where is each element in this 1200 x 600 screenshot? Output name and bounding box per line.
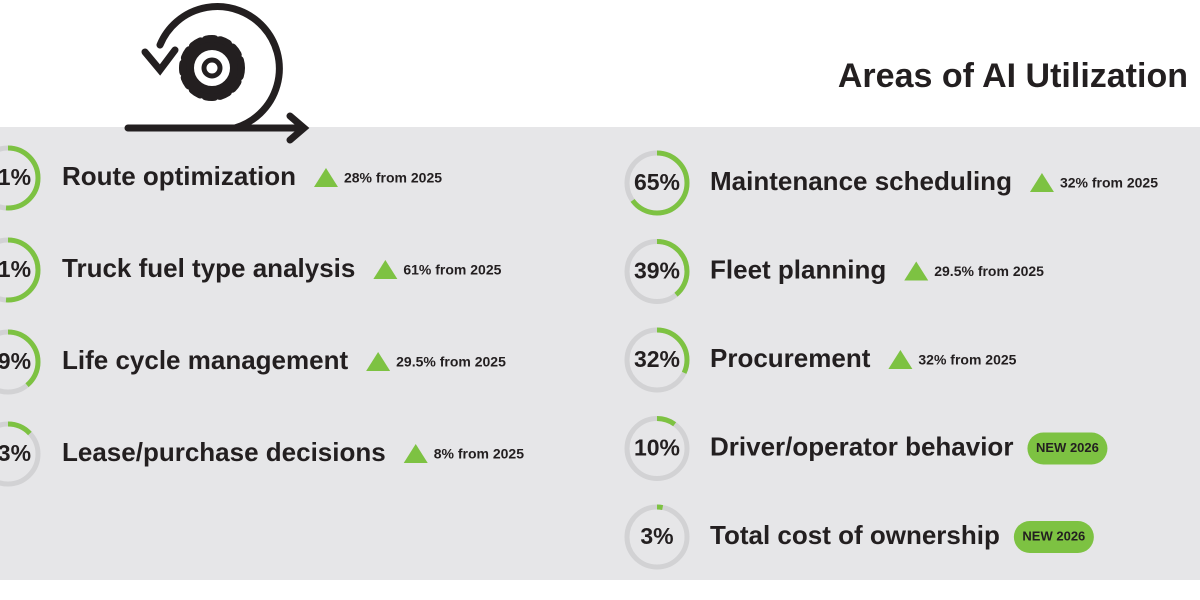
change: 28% from 2025 [344, 170, 442, 186]
badge: NEW 2026 [1022, 528, 1085, 543]
up-triangle [904, 261, 929, 281]
change: 32% from 2025 [918, 352, 1016, 368]
badge-bg [1013, 521, 1094, 553]
badge: NEW 2026 [1036, 440, 1099, 455]
ring-value [0, 421, 41, 487]
ring-value [624, 150, 690, 216]
panel [0, 127, 1200, 580]
change: 8% from 2025 [434, 446, 524, 462]
change: 29.5% from 2025 [396, 354, 506, 370]
item-label: Truck fuel type analysis [62, 253, 355, 283]
ring-value [624, 504, 690, 570]
percent: 13% [0, 440, 31, 466]
item-label: Life cycle management [62, 345, 348, 375]
ring-value [0, 329, 41, 395]
badge-bg [1027, 432, 1108, 465]
item-label: Driver/operator behavior [710, 431, 1013, 461]
item-label: Fleet planning [710, 254, 886, 284]
percent: 51% [0, 164, 31, 190]
item-label: Maintenance scheduling [710, 166, 1012, 196]
change: 29.5% from 2025 [934, 263, 1044, 279]
title: Areas of AI Utilization [838, 57, 1188, 95]
percent: 39% [0, 348, 31, 374]
item-label: Lease/purchase decisions [62, 437, 386, 467]
up-triangle [1029, 173, 1054, 192]
percent: 51% [0, 256, 31, 282]
item-label: Procurement [710, 343, 871, 373]
percent: 32% [634, 346, 680, 372]
change: 61% from 2025 [403, 262, 501, 278]
up-triangle [888, 350, 913, 369]
change: 32% from 2025 [1060, 175, 1158, 191]
percent: 10% [634, 435, 680, 461]
percent: 65% [634, 169, 680, 195]
ring-value [624, 416, 690, 481]
ring-value [0, 145, 41, 211]
percent: 3% [640, 523, 673, 549]
item-label: Total cost of ownership [710, 520, 1000, 550]
up-triangle [313, 168, 338, 187]
ring-value [624, 327, 690, 393]
percent: 39% [634, 258, 680, 284]
up-triangle [373, 260, 398, 279]
ai-icon [124, 3, 310, 144]
ring-value [624, 239, 690, 304]
ring-value [0, 237, 41, 303]
up-triangle [366, 352, 391, 371]
item-label: Route optimization [62, 161, 296, 191]
up-triangle [403, 444, 428, 463]
